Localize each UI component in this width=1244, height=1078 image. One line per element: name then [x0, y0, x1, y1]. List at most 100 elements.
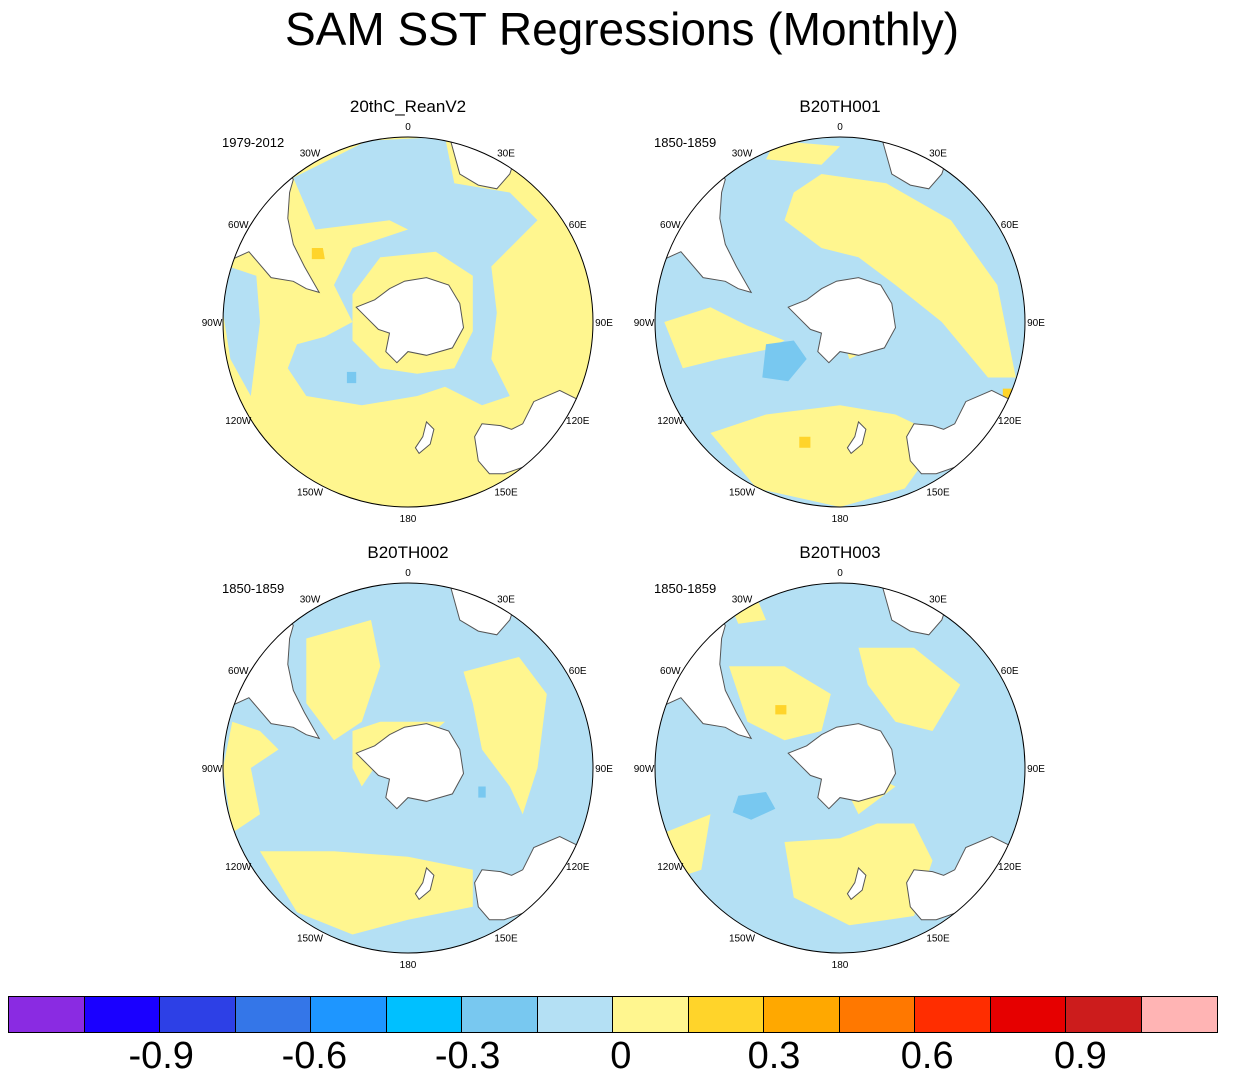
figure-title: SAM SST Regressions (Monthly) — [284, 3, 960, 55]
longitude-label: 120W — [657, 862, 684, 873]
longitude-label: 30W — [300, 594, 321, 605]
strong-negative-region — [762, 340, 807, 382]
landmass — [355, 723, 465, 810]
longitude-label: 30W — [732, 594, 753, 605]
positive-anomaly-region — [223, 721, 279, 833]
map-panel: 0 30E 60E 90E 120E 150E 180 150W 120W 90W 60W 30W 20… — [202, 97, 614, 525]
positive-anomaly-region — [784, 174, 1016, 378]
longitude-label: 60W — [660, 666, 681, 677]
positive-anomaly-region — [260, 851, 473, 935]
longitude-label: 30E — [497, 594, 515, 605]
longitude-label: 120W — [225, 862, 252, 873]
colorbar-tick-label: 0.3 — [747, 1035, 801, 1077]
colorbar-tick-label: -0.3 — [434, 1035, 501, 1077]
colorbar-swatch — [235, 997, 311, 1032]
colorbar-tick-label: 0.6 — [900, 1035, 954, 1077]
longitude-label: 60E — [569, 666, 587, 677]
colorbar-swatch — [311, 997, 387, 1032]
longitude-label: 30E — [929, 594, 947, 605]
strong-positive-region — [799, 436, 811, 448]
longitude-label: 60E — [569, 220, 587, 231]
landmass — [787, 723, 897, 810]
colorbar-swatch — [990, 997, 1066, 1032]
longitude-label: 30E — [497, 148, 515, 159]
longitude-label: 90E — [1027, 764, 1045, 775]
longitude-label: 60E — [1001, 220, 1019, 231]
panel-title: B20TH003 — [799, 543, 880, 562]
colorbar-swatch — [688, 997, 764, 1032]
longitude-label: 60W — [228, 220, 249, 231]
colorbar-swatch — [84, 997, 160, 1032]
strong-negative-region — [346, 371, 357, 384]
panel-title: B20TH001 — [799, 97, 880, 116]
colorbar-swatch — [462, 997, 538, 1032]
longitude-label: 30E — [929, 148, 947, 159]
landmass — [414, 420, 435, 455]
colorbar-swatch — [9, 997, 85, 1032]
map-panel: 0 30E 60E 90E 120E 150E 180 150W 120W 90W 60W 30W B2… — [202, 543, 614, 971]
landmass — [414, 866, 435, 901]
longitude-label: 150E — [926, 488, 950, 499]
strong-positive-region — [775, 705, 787, 715]
positive-anomaly-region — [664, 307, 785, 369]
colorbar-tick-label: -0.6 — [281, 1035, 348, 1077]
longitude-label: 90E — [1027, 318, 1045, 329]
longitude-label: 120E — [566, 862, 590, 873]
longitude-label: 120W — [657, 416, 684, 427]
colorbar-swatch — [537, 997, 613, 1032]
positive-anomaly-region — [710, 405, 942, 507]
landmass — [906, 389, 1011, 475]
longitude-label: 180 — [832, 514, 849, 525]
colorbar-swatch — [764, 997, 840, 1032]
colorbar-swatch — [160, 997, 236, 1032]
landmass — [846, 866, 867, 901]
colorbar — [8, 996, 1218, 1033]
strong-negative-region — [478, 786, 486, 798]
landmass — [474, 389, 579, 475]
negative-anomaly-region — [223, 266, 260, 396]
longitude-label: 150W — [729, 488, 756, 499]
panel-period: 1850-1859 — [654, 581, 716, 596]
colorbar-swatch — [1141, 997, 1217, 1032]
strong-negative-region — [732, 792, 776, 820]
panel-title: B20TH002 — [367, 543, 448, 562]
landmass — [355, 277, 465, 364]
map-boundary — [222, 136, 594, 508]
longitude-label: 60W — [228, 666, 249, 677]
panel-period: 1850-1859 — [222, 581, 284, 596]
longitude-label: 180 — [400, 960, 417, 971]
map-boundary — [654, 582, 1026, 954]
map-panel: 0 30E 60E 90E 120E 150E 180 150W 120W 90W 60W 30W B2… — [634, 97, 1046, 525]
panel-period: 1979-2012 — [222, 135, 284, 150]
longitude-label: 90W — [634, 764, 655, 775]
longitude-label: 120E — [998, 862, 1022, 873]
colorbar-swatch — [915, 997, 991, 1032]
longitude-label: 150W — [297, 934, 324, 945]
positive-anomaly-region — [306, 620, 381, 741]
longitude-label: 0 — [405, 568, 411, 579]
map-boundary — [654, 136, 1026, 508]
longitude-label: 90E — [595, 318, 613, 329]
colorbar-tick-label: -0.9 — [128, 1035, 194, 1077]
longitude-label: 150E — [494, 488, 518, 499]
colorbar-swatch — [613, 997, 689, 1032]
colorbar-swatch — [839, 997, 915, 1032]
strong-positive-region — [311, 248, 325, 260]
longitude-label: 90W — [202, 318, 223, 329]
longitude-label: 120E — [566, 416, 590, 427]
map-panel: 0 30E 60E 90E 120E 150E 180 150W 120W 90W 60W 30W B2… — [634, 543, 1046, 971]
colorbar-tick-label: 0 — [610, 1035, 632, 1077]
panel-title: 20thC_ReanV2 — [350, 97, 466, 116]
longitude-label: 60W — [660, 220, 681, 231]
colorbar-swatch — [386, 997, 462, 1032]
longitude-label: 120W — [225, 416, 252, 427]
positive-anomaly-region — [463, 657, 547, 815]
longitude-label: 150E — [494, 934, 518, 945]
longitude-label: 60E — [1001, 666, 1019, 677]
longitude-label: 90E — [595, 764, 613, 775]
longitude-label: 90W — [634, 318, 655, 329]
longitude-label: 180 — [400, 514, 417, 525]
positive-anomaly-region — [766, 140, 840, 165]
longitude-label: 90W — [202, 764, 223, 775]
longitude-label: 30W — [300, 148, 321, 159]
